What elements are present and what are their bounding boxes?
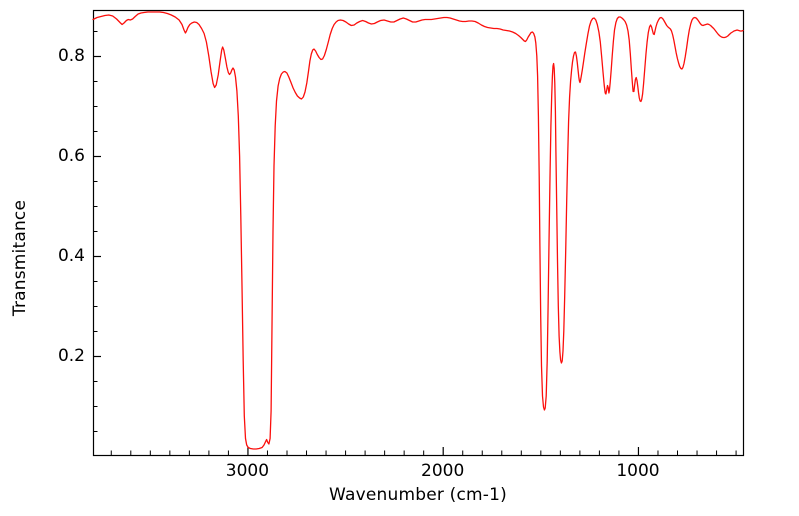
y-tick-label: 0.6 (57, 146, 85, 166)
x-axis-title: Wavenumber (cm-1) (329, 485, 507, 505)
x-tick-label: 3000 (225, 461, 270, 481)
spectrum-curve (92, 11, 744, 450)
x-tick-label: 2000 (421, 461, 465, 481)
x-tick-label: 1000 (616, 461, 660, 481)
plot-border (92, 9, 745, 457)
y-tick-label: 0.2 (57, 346, 85, 366)
y-tick-label: 0.4 (57, 246, 85, 266)
y-tick-label: 0.8 (57, 46, 85, 66)
